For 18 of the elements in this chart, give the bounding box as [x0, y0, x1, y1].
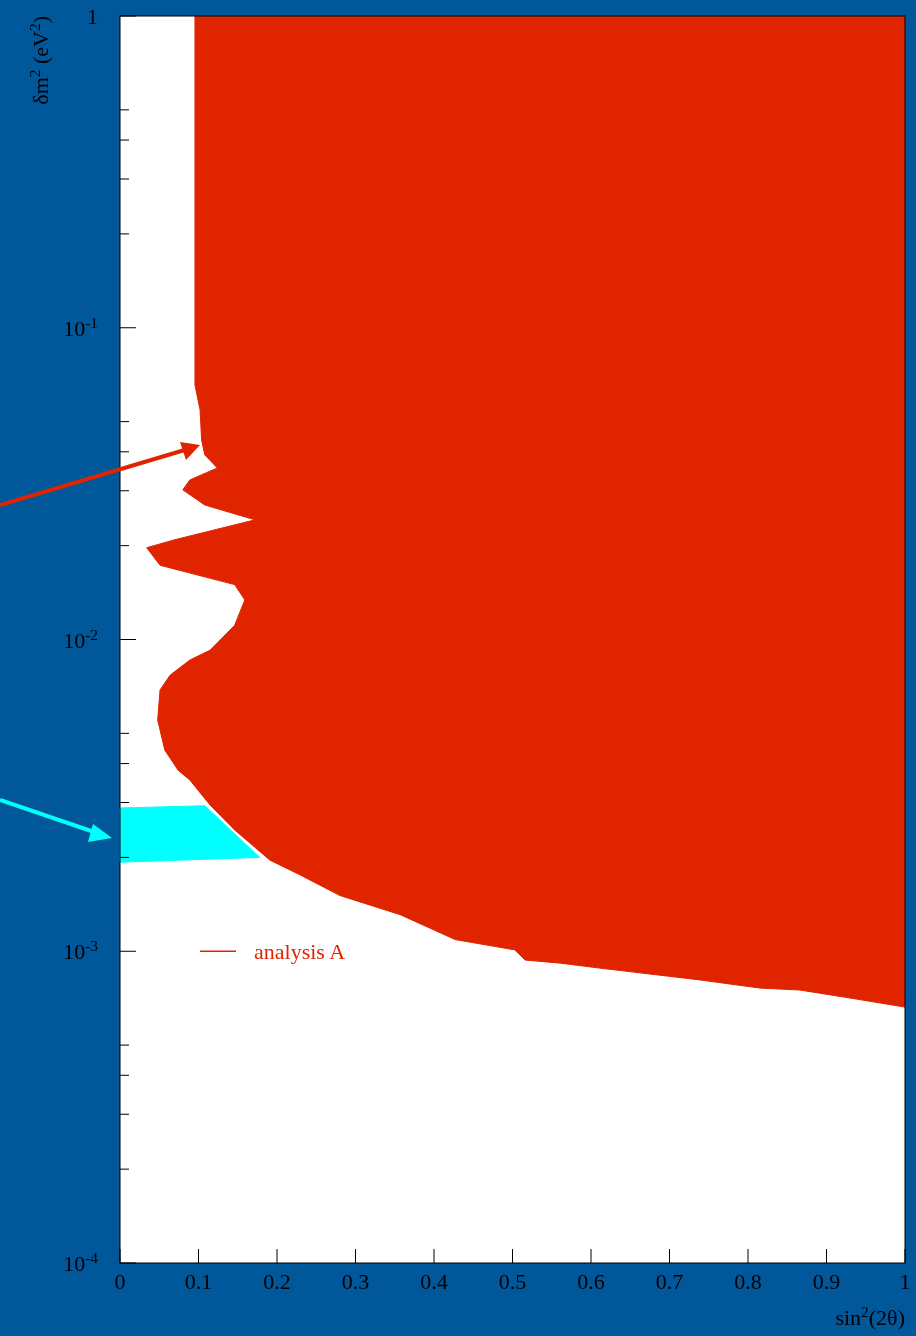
legend-label: analysis A: [254, 939, 346, 965]
x-tick-label: 0.8: [734, 1269, 762, 1294]
x-tick-label: 1: [899, 1269, 911, 1294]
x-tick-label: 0.2: [263, 1269, 291, 1294]
x-tick-label: 0.9: [812, 1269, 841, 1294]
x-axis-title: sin$^{2}$(2θ): [835, 1302, 905, 1330]
x-tick-label: 0.4: [420, 1269, 448, 1294]
x-tick-label: 0.1: [184, 1269, 213, 1294]
x-tick-label: 0.3: [341, 1269, 370, 1294]
y-tick-label: 10$^{-1}$: [63, 313, 98, 341]
y-tick-label: 10$^{-2}$: [63, 625, 98, 653]
y-tick-label: 10$^{-3}$: [63, 936, 99, 965]
y-tick-label: 1: [87, 4, 98, 29]
x-tick-label: 0.5: [498, 1269, 527, 1294]
x-tick-label: 0: [114, 1269, 126, 1294]
y-tick-label: 10$^{-4}$: [63, 1248, 99, 1276]
x-tick-label: 0.6: [577, 1269, 605, 1294]
x-tick-label: 0.7: [655, 1269, 684, 1294]
